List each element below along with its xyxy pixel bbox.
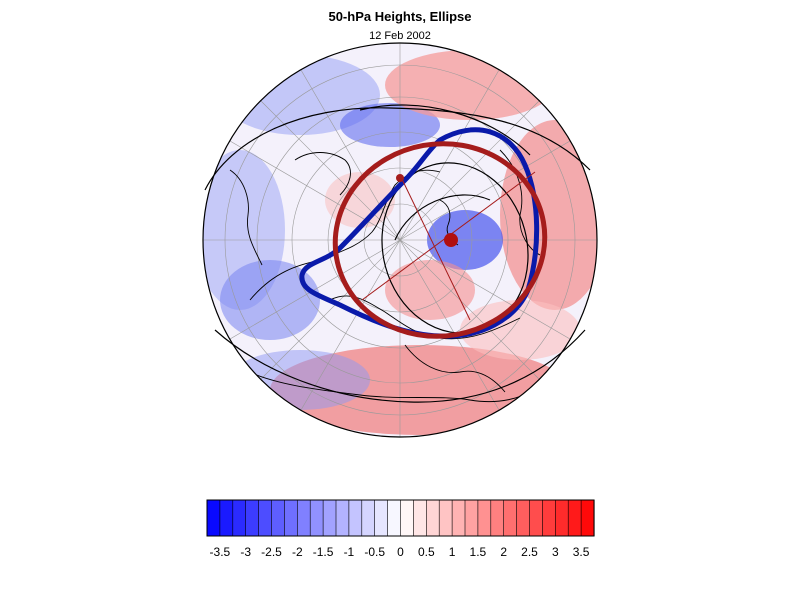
colorbar-swatch: [245, 499, 260, 537]
coastline: [404, 344, 506, 393]
colorbar-swatch: [387, 499, 402, 537]
colorbar-swatch: [232, 499, 247, 537]
colorbar-swatch: [503, 499, 518, 537]
colorbar-swatch: [580, 499, 595, 537]
colorbar-tick-label: -0.5: [364, 545, 385, 559]
colorbar-tick-label: -1: [344, 545, 355, 559]
colorbar-swatch: [258, 499, 273, 537]
colorbar-swatch: [361, 499, 376, 537]
chart-date: 12 Feb 2002: [369, 30, 431, 42]
colorbar-swatch: [554, 499, 569, 537]
colorbar-swatches: [206, 499, 595, 537]
graticule: [203, 43, 597, 437]
colorbar-swatch: [374, 499, 389, 537]
coastline: [229, 169, 263, 266]
colorbar-swatch: [219, 499, 234, 537]
colorbar-swatch: [567, 499, 582, 537]
height-contour: [394, 194, 491, 241]
colorbar-swatch: [322, 499, 337, 537]
colorbar-tick-label: -2.5: [261, 545, 282, 559]
colorbar-frame: [206, 499, 595, 537]
fitted-ellipse: [332, 141, 548, 339]
positive-anomaly-region: [460, 300, 580, 360]
colorbar-tick-label: 0.5: [418, 545, 435, 559]
ellipse-major-axis: [399, 174, 471, 321]
height-contour: [204, 107, 591, 191]
colorbar-swatch: [413, 499, 427, 537]
colorbar-swatch: [516, 499, 531, 537]
colorbar-tick-label: 1: [449, 545, 456, 559]
vortex-center-marker: [444, 233, 458, 247]
colorbar-swatch: [400, 499, 414, 537]
negative-anomaly-region: [340, 103, 440, 147]
colorbar-tick-label: -2: [292, 545, 303, 559]
colorbar-tick-label: 3.5: [573, 545, 590, 559]
colorbar-swatch: [284, 499, 298, 537]
chart-title: 50-hPa Heights, Ellipse: [328, 9, 472, 24]
map-boundary: [202, 42, 598, 438]
colorbar-swatch: [206, 499, 221, 537]
colorbar-swatch: [296, 499, 311, 537]
colorbar-swatch: [309, 499, 324, 537]
colorbar-labels: -3.5 -3 -2.5 -2 -1.5 -1 -0.5 0 0.5 1 1.5 2 2.5 3 3.5: [210, 545, 590, 559]
coastline: [294, 152, 351, 196]
height-contour: [214, 329, 586, 403]
colorbar-swatch: [348, 499, 363, 537]
colorbar-swatch: [335, 499, 350, 537]
colorbar-tick-label: 2: [500, 545, 507, 559]
colorbar-swatch: [271, 499, 285, 537]
height-contour: [359, 104, 531, 156]
colorbar-tick-label: -1.5: [313, 545, 334, 559]
colorbar-swatch: [425, 499, 440, 537]
ellipse-axis-marker: [396, 174, 404, 182]
colorbar-tick-label: 2.5: [521, 545, 538, 559]
colorbar-tick-label: -3: [240, 545, 251, 559]
colorbar-tick-label: -3.5: [210, 545, 231, 559]
colorbar-tick-label: 0: [397, 545, 404, 559]
colorbar-swatch: [490, 499, 505, 537]
colorbar-tick-label: 3: [552, 545, 559, 559]
colorbar-swatch: [477, 499, 492, 537]
coastline: [244, 369, 541, 403]
colorbar-swatch: [529, 499, 543, 537]
colorbar-swatch: [464, 499, 479, 537]
colorbar-swatch: [451, 499, 466, 537]
colorbar-swatch: [438, 499, 453, 537]
colorbar-tick-label: 1.5: [470, 545, 487, 559]
colorbar-swatch: [542, 499, 556, 537]
